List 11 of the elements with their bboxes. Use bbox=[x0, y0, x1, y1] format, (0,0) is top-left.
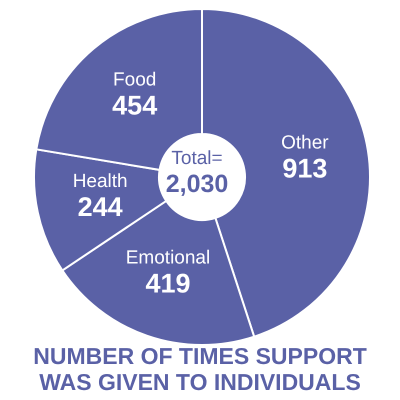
slice-label: Emotional bbox=[126, 247, 210, 268]
data-label: 419 bbox=[145, 268, 191, 298]
text: Total= bbox=[171, 148, 223, 169]
slice-label: Health bbox=[72, 170, 128, 192]
slice-label: Food bbox=[113, 70, 156, 91]
data-label: 244 bbox=[78, 192, 123, 222]
data-label: 454 bbox=[112, 90, 158, 121]
data-label: 913 bbox=[282, 154, 328, 184]
text: NUMBER OF TIMES SUPPORT WAS GIVEN TO INDIVIDUALS bbox=[32, 343, 368, 395]
slice-label: Other bbox=[281, 132, 330, 154]
text: 2,030 bbox=[166, 170, 228, 198]
